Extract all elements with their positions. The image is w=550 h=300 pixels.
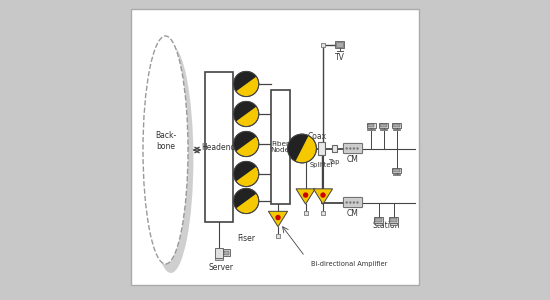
Circle shape (234, 161, 259, 187)
Text: TV: TV (335, 52, 345, 62)
Circle shape (234, 131, 259, 157)
Bar (336, 42, 343, 47)
Circle shape (276, 215, 280, 220)
Text: Coax: Coax (308, 132, 327, 141)
Circle shape (353, 201, 355, 204)
Bar (223, 249, 230, 256)
Bar (393, 129, 400, 130)
Polygon shape (234, 161, 256, 182)
Bar (389, 224, 397, 225)
Text: CM: CM (347, 209, 359, 218)
Text: Back-
bone: Back- bone (155, 131, 176, 151)
Bar (367, 124, 375, 127)
Circle shape (353, 147, 355, 150)
Text: Headend: Headend (201, 142, 236, 152)
Circle shape (349, 147, 351, 150)
Bar (321, 211, 325, 215)
Bar (224, 251, 229, 255)
Text: Tap: Tap (329, 159, 340, 165)
FancyBboxPatch shape (343, 197, 362, 208)
Circle shape (356, 147, 359, 150)
Polygon shape (234, 71, 256, 92)
Bar (276, 234, 280, 238)
Bar (393, 174, 400, 175)
Bar (379, 123, 388, 128)
Circle shape (349, 201, 351, 204)
Polygon shape (234, 101, 256, 122)
Bar (271, 90, 290, 204)
Circle shape (345, 201, 348, 204)
Circle shape (345, 147, 348, 150)
Bar (215, 248, 223, 258)
Bar (332, 145, 337, 152)
Text: Station: Station (372, 220, 400, 230)
Bar (373, 217, 383, 223)
Ellipse shape (148, 45, 194, 273)
Circle shape (288, 134, 316, 163)
Polygon shape (288, 134, 309, 161)
Text: Fiser: Fiser (237, 234, 255, 243)
Polygon shape (234, 188, 256, 208)
Bar (366, 123, 376, 128)
Bar (380, 124, 387, 127)
Bar (367, 129, 375, 130)
Text: Fiber
Node: Fiber Node (271, 140, 290, 154)
Bar (214, 258, 223, 260)
Bar (380, 129, 387, 130)
Text: Bi-directional Amplifier: Bi-directional Amplifier (311, 261, 387, 267)
Circle shape (320, 192, 326, 198)
Bar (375, 218, 382, 222)
Circle shape (234, 71, 259, 97)
Bar (318, 142, 325, 155)
Circle shape (234, 188, 259, 214)
Bar (205, 72, 233, 222)
Ellipse shape (143, 36, 188, 264)
Bar (392, 123, 401, 128)
Bar (392, 168, 401, 173)
Text: CM: CM (347, 155, 359, 164)
Bar (393, 124, 400, 127)
FancyBboxPatch shape (343, 143, 362, 154)
Bar (304, 211, 307, 215)
Polygon shape (314, 189, 333, 204)
Circle shape (303, 192, 309, 198)
Bar (393, 169, 400, 172)
Bar (335, 40, 344, 48)
Polygon shape (296, 189, 315, 204)
Text: Splitter: Splitter (309, 162, 334, 168)
Bar (389, 217, 398, 223)
Bar (390, 218, 397, 222)
Circle shape (234, 101, 259, 127)
Polygon shape (234, 131, 256, 152)
Bar (375, 224, 382, 225)
Circle shape (356, 201, 359, 204)
Text: Server: Server (209, 262, 234, 272)
Polygon shape (268, 211, 288, 227)
Bar (321, 43, 325, 47)
